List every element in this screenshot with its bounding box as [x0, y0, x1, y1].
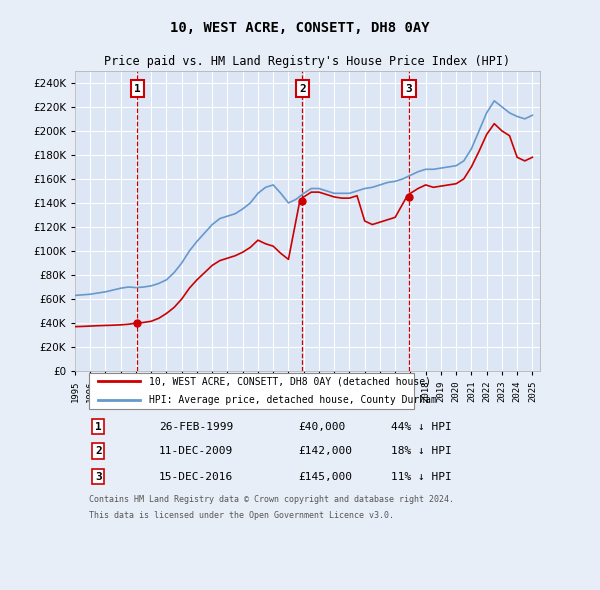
- Text: 1: 1: [134, 84, 140, 94]
- Text: 10, WEST ACRE, CONSETT, DH8 0AY: 10, WEST ACRE, CONSETT, DH8 0AY: [170, 21, 430, 35]
- Text: 44% ↓ HPI: 44% ↓ HPI: [391, 421, 452, 431]
- Text: 1: 1: [95, 421, 101, 431]
- Text: 2: 2: [299, 84, 306, 94]
- Point: [404, 192, 414, 202]
- Text: 11-DEC-2009: 11-DEC-2009: [158, 446, 233, 456]
- Text: HPI: Average price, detached house, County Durham: HPI: Average price, detached house, Coun…: [149, 395, 437, 405]
- Point: [133, 319, 142, 328]
- Text: £145,000: £145,000: [298, 471, 352, 481]
- FancyBboxPatch shape: [89, 373, 415, 409]
- Text: 11% ↓ HPI: 11% ↓ HPI: [391, 471, 452, 481]
- Text: £142,000: £142,000: [298, 446, 352, 456]
- Text: 18% ↓ HPI: 18% ↓ HPI: [391, 446, 452, 456]
- Text: £40,000: £40,000: [298, 421, 346, 431]
- Text: 26-FEB-1999: 26-FEB-1999: [158, 421, 233, 431]
- Text: 2: 2: [95, 446, 101, 456]
- Text: 3: 3: [406, 84, 413, 94]
- Text: This data is licensed under the Open Government Licence v3.0.: This data is licensed under the Open Gov…: [89, 512, 394, 520]
- Text: 15-DEC-2016: 15-DEC-2016: [158, 471, 233, 481]
- Point: [298, 196, 307, 205]
- Text: 10, WEST ACRE, CONSETT, DH8 0AY (detached house): 10, WEST ACRE, CONSETT, DH8 0AY (detache…: [149, 376, 431, 386]
- Text: Contains HM Land Registry data © Crown copyright and database right 2024.: Contains HM Land Registry data © Crown c…: [89, 495, 454, 504]
- Text: 3: 3: [95, 471, 101, 481]
- Title: Price paid vs. HM Land Registry's House Price Index (HPI): Price paid vs. HM Land Registry's House …: [104, 55, 511, 68]
